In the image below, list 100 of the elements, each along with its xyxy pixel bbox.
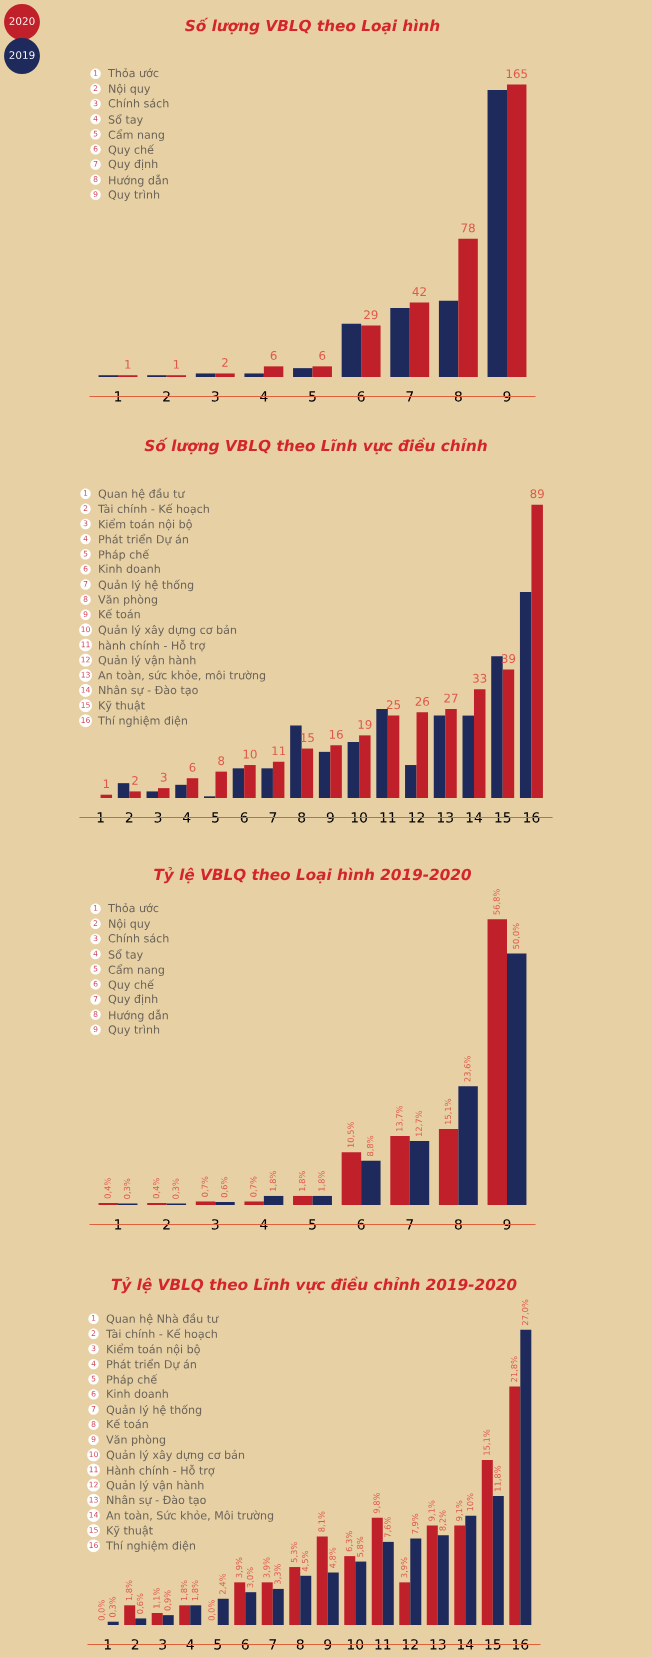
bar — [272, 1588, 284, 1625]
data-label: 10% — [466, 1493, 474, 1511]
bar — [438, 1129, 459, 1205]
data-label: 1,8% — [269, 1171, 277, 1191]
bar — [506, 953, 527, 1205]
data-label: 0,3% — [172, 1178, 180, 1199]
bar — [129, 791, 141, 798]
bar — [520, 1329, 532, 1625]
data-label: 1 — [103, 779, 109, 789]
bar — [215, 373, 235, 377]
data-label: 165 — [506, 69, 527, 79]
data-label: 21,8% — [510, 1356, 519, 1382]
bar — [341, 1152, 362, 1205]
bar — [492, 1495, 504, 1625]
bar — [361, 1160, 381, 1205]
bar — [359, 735, 371, 798]
data-label: 1 — [173, 360, 180, 369]
data-label: 42 — [412, 287, 426, 296]
bar — [232, 768, 245, 798]
data-label: 50,0% — [512, 923, 520, 949]
x-tick-label: 7 — [269, 1639, 276, 1650]
bar — [215, 771, 227, 798]
data-label: 23,6% — [464, 1056, 472, 1082]
bar — [312, 366, 332, 377]
bar — [344, 1556, 356, 1625]
data-label: 0,6% — [136, 1593, 144, 1614]
bar — [462, 715, 474, 798]
bar — [107, 1621, 119, 1625]
data-label: 8,8% — [366, 1135, 375, 1156]
bar — [244, 765, 256, 798]
bar — [261, 1582, 273, 1625]
bar — [387, 715, 400, 798]
data-label: 3,9% — [263, 1557, 271, 1578]
data-label: 33 — [473, 673, 487, 683]
bar — [244, 373, 264, 377]
bar — [263, 366, 284, 377]
bar — [244, 1201, 264, 1205]
data-label: 5,3% — [290, 1542, 299, 1563]
data-label: 89 — [530, 489, 544, 499]
bar — [190, 1605, 202, 1625]
bar — [175, 784, 187, 798]
x-tick-label: 11 — [375, 1639, 391, 1650]
bar — [263, 1195, 284, 1205]
data-label: 15,1% — [483, 1429, 491, 1455]
bar — [390, 1136, 410, 1205]
data-label: 2,4% — [219, 1573, 227, 1594]
data-label: 1,1% — [153, 1588, 161, 1608]
x-tick-label: 7 — [406, 391, 413, 402]
data-label: 8 — [218, 756, 225, 766]
bar — [272, 761, 285, 798]
data-label: 0,3% — [109, 1596, 117, 1617]
bar — [465, 1515, 477, 1625]
bar — [151, 1612, 163, 1625]
bar — [458, 238, 478, 377]
bar — [195, 1201, 216, 1205]
bar — [409, 302, 430, 377]
x-tick-label: 1 — [97, 812, 104, 823]
data-label: 0,0% — [208, 1600, 216, 1621]
data-label: 2 — [132, 776, 138, 785]
bar — [355, 1561, 367, 1625]
data-label: 11 — [272, 746, 286, 756]
bar — [382, 1541, 394, 1625]
data-label: 27 — [444, 693, 458, 703]
bar — [261, 768, 273, 798]
data-label: 8,2% — [439, 1510, 447, 1531]
data-label: 3,3% — [274, 1564, 282, 1585]
data-label: 11,8% — [494, 1465, 502, 1491]
bar — [399, 1582, 411, 1625]
data-label: 6 — [319, 350, 326, 360]
data-label: 25 — [386, 700, 401, 710]
data-label: 15,1% — [444, 1098, 452, 1124]
text: 2020 — [9, 17, 35, 26]
text: 2019 — [9, 51, 35, 60]
x-tick-label: 5 — [214, 1639, 221, 1650]
data-label: 0,0% — [98, 1600, 106, 1621]
bar — [124, 1605, 136, 1625]
bar — [481, 1459, 493, 1625]
bar — [147, 1202, 167, 1205]
bar — [487, 89, 507, 377]
bar — [301, 748, 314, 798]
bar — [135, 1618, 147, 1625]
bar — [509, 1386, 521, 1625]
data-label: 1,8% — [180, 1580, 188, 1601]
data-label: 6 — [270, 350, 277, 360]
bar — [318, 751, 331, 798]
data-label: 27,0% — [521, 1299, 530, 1325]
bar — [245, 1592, 257, 1625]
data-label: 0,9% — [164, 1590, 172, 1611]
data-label: 5,8% — [356, 1536, 365, 1557]
bar — [158, 788, 170, 798]
bar — [458, 1086, 478, 1205]
data-label: 7,9% — [411, 1513, 420, 1534]
chart-title: Tỷ lệ VBLQ theo Lĩnh vực điều chỉnh 2019-2020 — [111, 1276, 517, 1294]
bar — [409, 1141, 430, 1205]
bar — [293, 1195, 313, 1205]
bar — [117, 783, 130, 798]
data-label: 9,1% — [455, 1500, 464, 1521]
bar — [312, 1195, 332, 1205]
data-label: 1,8% — [125, 1580, 133, 1601]
bar — [289, 1567, 301, 1625]
